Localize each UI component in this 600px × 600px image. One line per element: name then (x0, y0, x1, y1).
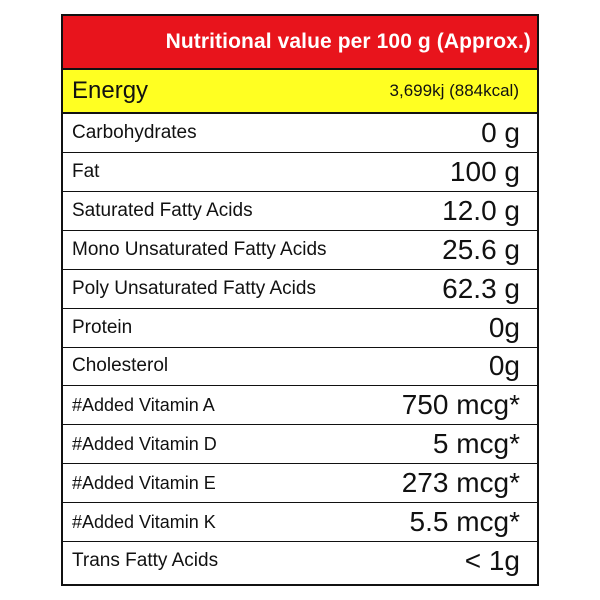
nutrient-row-vitamin-d: #Added Vitamin D 5 mcg* (63, 425, 537, 465)
nutrition-facts-table: Nutritional value per 100 g (Approx.) En… (61, 14, 539, 586)
nutrient-value: 25.6 g (442, 233, 520, 265)
nutrient-row-mono-unsaturated-fatty-acids: Mono Unsaturated Fatty Acids 25.6 g (63, 231, 537, 270)
nutrient-value: 5 mcg* (432, 428, 520, 460)
nutrient-value: 100 g (449, 155, 520, 187)
nutrient-rows: Carbohydrates 0 g Fat 100 g Saturated Fa… (63, 114, 537, 580)
nutrient-label: Saturated Fatty Acids (72, 199, 253, 221)
nutrient-row-poly-unsaturated-fatty-acids: Poly Unsaturated Fatty Acids 62.3 g (63, 270, 537, 309)
nutrient-label: Cholesterol (72, 355, 169, 377)
nutrient-value: 12.0 g (442, 194, 520, 226)
nutrient-row-saturated-fatty-acids: Saturated Fatty Acids 12.0 g (63, 192, 537, 231)
nutrition-header: Nutritional value per 100 g (Approx.) (63, 16, 537, 70)
nutrient-value: 0 g (481, 116, 520, 148)
energy-value: 3,699kj (884kcal) (389, 81, 519, 100)
nutrient-label: #Added Vitamin E (72, 472, 216, 493)
nutrient-row-trans-fatty-acids: Trans Fatty Acids < 1g (63, 542, 537, 580)
nutrient-value: 750 mcg* (401, 389, 520, 421)
nutrient-value: 273 mcg* (401, 467, 520, 499)
nutrient-row-carbohydrates: Carbohydrates 0 g (63, 114, 537, 153)
nutrient-row-vitamin-e: #Added Vitamin E 273 mcg* (63, 464, 537, 504)
nutrient-row-vitamin-k: #Added Vitamin K 5.5 mcg* (63, 503, 537, 543)
nutrient-row-protein: Protein 0g (63, 309, 537, 348)
nutrition-title: Nutritional value per 100 g (Approx.) (165, 30, 531, 53)
nutrient-value: 0g (488, 350, 520, 382)
nutrient-label: Fat (72, 160, 100, 182)
nutrient-label: Mono Unsaturated Fatty Acids (72, 238, 327, 260)
nutrient-value: 62.3 g (442, 272, 520, 304)
nutrient-value: 5.5 mcg* (409, 506, 521, 538)
nutrient-value: < 1g (464, 545, 520, 577)
energy-label: Energy (72, 77, 149, 104)
nutrient-label: #Added Vitamin A (72, 394, 215, 415)
nutrient-label: Poly Unsaturated Fatty Acids (72, 277, 316, 299)
nutrient-row-vitamin-a: #Added Vitamin A 750 mcg* (63, 386, 537, 426)
nutrient-label: Protein (72, 316, 133, 338)
nutrient-label: Carbohydrates (72, 121, 197, 143)
nutrient-value: 0g (488, 311, 520, 343)
energy-row: Energy 3,699kj (884kcal) (63, 70, 537, 114)
nutrient-label: #Added Vitamin K (72, 511, 216, 532)
nutrient-row-cholesterol: Cholesterol 0g (63, 348, 537, 387)
nutrient-row-fat: Fat 100 g (63, 153, 537, 192)
nutrient-label: Trans Fatty Acids (72, 550, 219, 572)
nutrient-label: #Added Vitamin D (72, 433, 217, 454)
